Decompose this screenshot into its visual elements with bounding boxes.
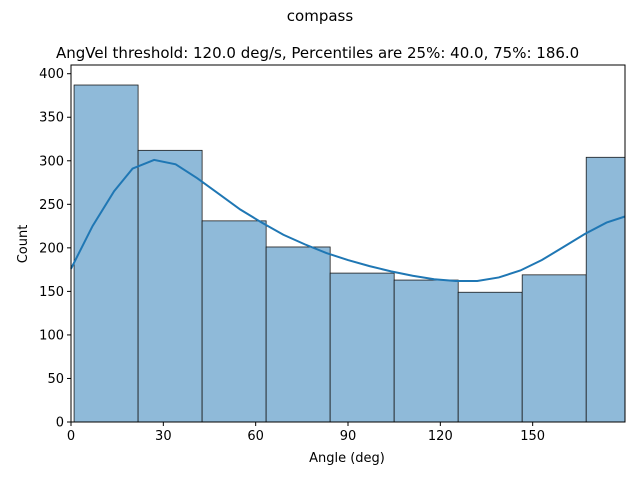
y-tick-label-0: 0 <box>56 416 64 431</box>
histogram-bar-2 <box>201 220 267 423</box>
histogram-bar-1 <box>137 149 203 423</box>
histogram-bar-3 <box>265 246 331 423</box>
x-tick-label-120: 120 <box>428 429 453 444</box>
histogram-bar-8 <box>585 156 626 423</box>
histogram-bar-0 <box>73 84 139 423</box>
bars-group <box>73 84 626 423</box>
y-tick-label-250: 250 <box>39 198 64 213</box>
histogram-bar-6 <box>457 291 523 423</box>
chart-title: compass <box>287 7 354 25</box>
x-tick-label-0: 0 <box>67 429 75 444</box>
x-tick-label-150: 150 <box>520 429 545 444</box>
histogram-bar-7 <box>521 274 587 423</box>
y-tick-label-300: 300 <box>39 154 64 169</box>
x-axis: 0 30 60 90 120 150 <box>67 422 545 444</box>
chart-subtitle: AngVel threshold: 120.0 deg/s, Percentil… <box>56 44 579 62</box>
y-axis: 0 50 100 150 200 250 300 350 400 <box>39 67 71 431</box>
y-axis-label: Count <box>16 225 31 264</box>
x-tick-label-30: 30 <box>155 429 172 444</box>
histogram-bar-5 <box>393 279 459 423</box>
kde-line <box>70 158 626 282</box>
x-tick-label-90: 90 <box>340 429 357 444</box>
y-tick-label-400: 400 <box>39 67 64 82</box>
y-tick-label-150: 150 <box>39 285 64 300</box>
x-axis-label: Angle (deg) <box>309 451 385 466</box>
y-tick-label-50: 50 <box>47 372 64 387</box>
y-tick-label-200: 200 <box>39 241 64 256</box>
histogram-bar-4 <box>329 272 395 423</box>
x-tick-label-60: 60 <box>247 429 264 444</box>
y-tick-label-100: 100 <box>39 328 64 343</box>
y-tick-label-350: 350 <box>39 111 64 126</box>
